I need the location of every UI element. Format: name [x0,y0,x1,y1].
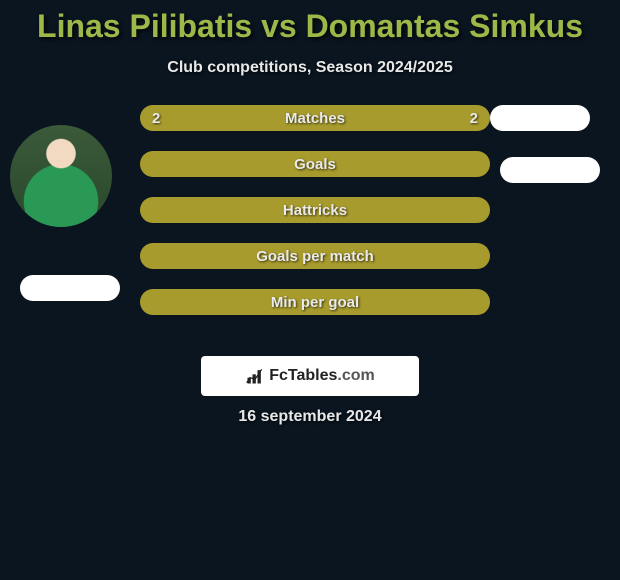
stat-row-matches: 2 Matches 2 [140,105,490,131]
branding-main: FcTables [269,367,337,384]
decorative-pill [20,275,120,301]
stat-label: Hattricks [283,202,347,219]
stat-label: Goals per match [256,248,374,265]
stat-row-hattricks: Hattricks [140,197,490,223]
stat-label: Goals [294,156,336,173]
player-left-avatar [10,125,112,227]
stat-label: Matches [285,110,345,127]
stat-value-right: 2 [470,110,478,127]
stat-row-goals-per-match: Goals per match [140,243,490,269]
branding-suffix: .com [337,367,374,384]
bar-chart-icon [245,366,265,386]
page-title: Linas Pilibatis vs Domantas Simkus [0,0,620,45]
stat-row-min-per-goal: Min per goal [140,289,490,315]
branding-box[interactable]: FcTables.com [201,356,419,396]
season-subtitle: Club competitions, Season 2024/2025 [0,59,620,77]
stat-value-left: 2 [152,110,160,127]
avatar-placeholder-icon [10,125,112,227]
stat-row-goals: Goals [140,151,490,177]
decorative-pill [490,105,590,131]
stat-rows: 2 Matches 2 Goals Hattricks Goals per ma… [140,105,490,315]
decorative-pill [500,157,600,183]
branding-text: FcTables.com [269,367,375,385]
stat-label: Min per goal [271,294,359,311]
generated-date: 16 september 2024 [0,408,620,426]
